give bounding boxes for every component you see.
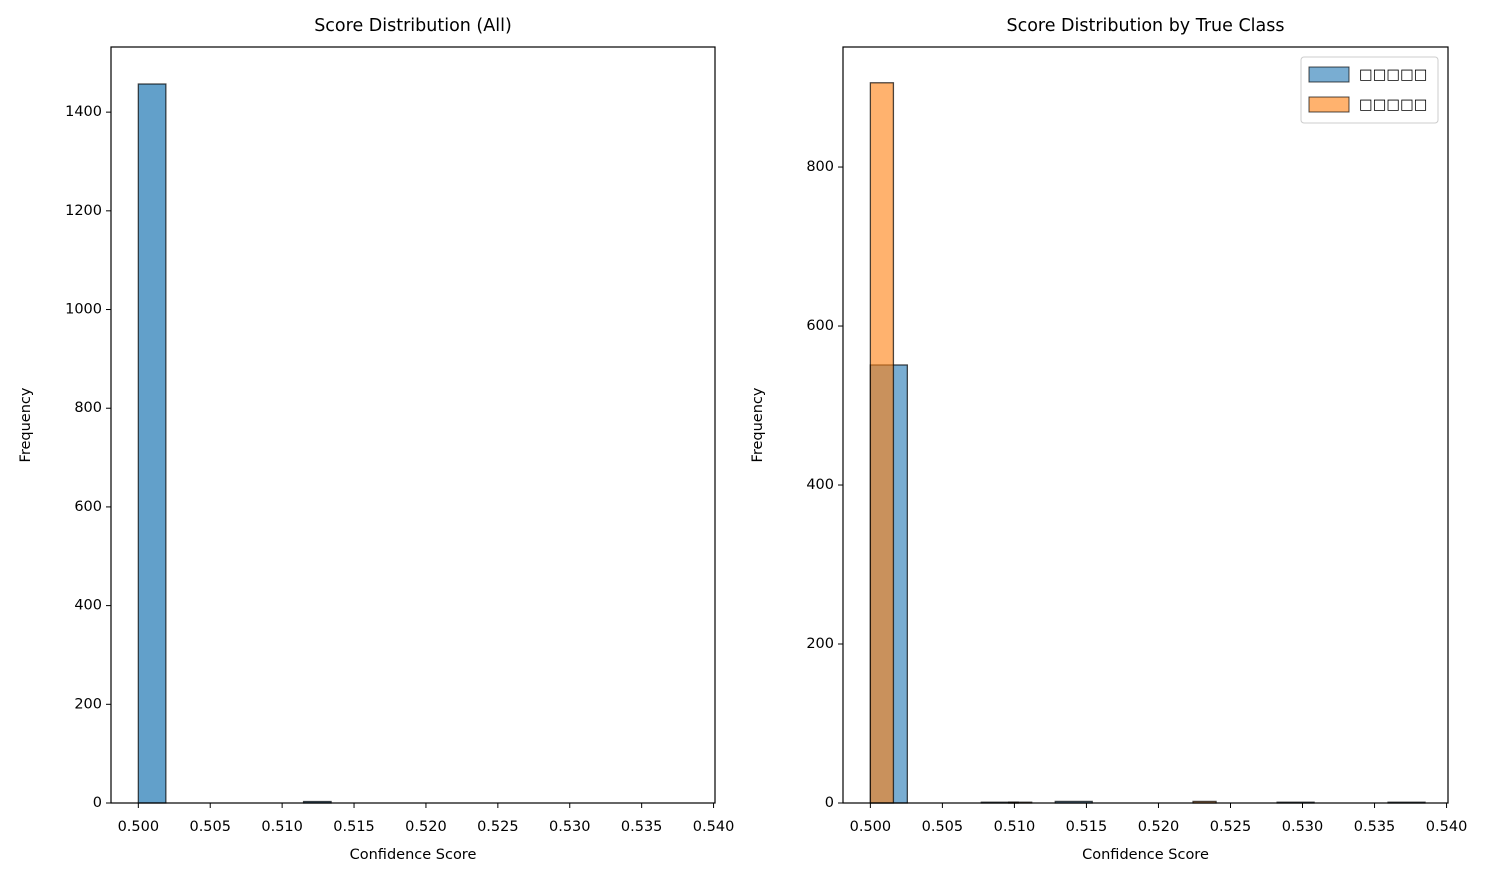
y-tick-label: 1200 [65, 203, 102, 219]
y-tick-label: 400 [74, 598, 102, 614]
histogram-bar [137, 83, 167, 804]
x-tick-label: 0.520 [1138, 819, 1180, 835]
legend-label: □□□□□ [1359, 97, 1428, 113]
chart-title: Score Distribution (All) [314, 16, 512, 36]
y-axis-label: Frequency [750, 387, 766, 462]
x-tick-label: 0.510 [261, 819, 303, 835]
legend: □□□□□ □□□□□ [1300, 56, 1439, 124]
plot-frame [842, 46, 1449, 804]
x-tick-label: 0.540 [1426, 819, 1468, 835]
histogram-bar [869, 82, 895, 804]
y-tick-label: 0 [825, 795, 834, 811]
y-tick-label: 200 [74, 696, 102, 712]
x-axis-label: Confidence Score [350, 847, 477, 863]
y-axis-label: Frequency [18, 387, 34, 462]
y-tick-label: 400 [806, 477, 834, 493]
y-tick-label: 600 [806, 318, 834, 334]
x-tick-label: 0.515 [1066, 819, 1108, 835]
x-tick-label: 0.505 [189, 819, 231, 835]
y-tick-label: 200 [806, 636, 834, 652]
x-tick-label: 0.520 [405, 819, 447, 835]
x-tick-label: 0.530 [1282, 819, 1324, 835]
x-tick-label: 0.540 [693, 819, 735, 835]
x-tick-label: 0.515 [333, 819, 375, 835]
legend-label: □□□□□ [1359, 67, 1428, 83]
y-tick-label: 600 [74, 499, 102, 515]
plot-frame [110, 46, 716, 804]
legend-swatch [1308, 66, 1350, 83]
x-tick-label: 0.530 [549, 819, 591, 835]
x-tick-label: 0.535 [621, 819, 663, 835]
x-tick-label: 0.525 [477, 819, 519, 835]
x-axis-label: Confidence Score [1082, 847, 1209, 863]
legend-swatch [1308, 96, 1350, 113]
x-tick-label: 0.535 [1354, 819, 1396, 835]
x-tick-label: 0.505 [922, 819, 964, 835]
y-tick-label: 800 [806, 159, 834, 175]
y-tick-label: 0 [93, 795, 102, 811]
y-tick-label: 1400 [65, 104, 102, 120]
x-tick-label: 0.525 [1210, 819, 1252, 835]
chart-title: Score Distribution by True Class [1006, 16, 1284, 36]
y-tick-label: 1000 [65, 302, 102, 318]
y-tick-label: 800 [74, 400, 102, 416]
x-tick-label: 0.500 [118, 819, 160, 835]
x-tick-label: 0.510 [994, 819, 1036, 835]
x-tick-label: 0.500 [850, 819, 892, 835]
